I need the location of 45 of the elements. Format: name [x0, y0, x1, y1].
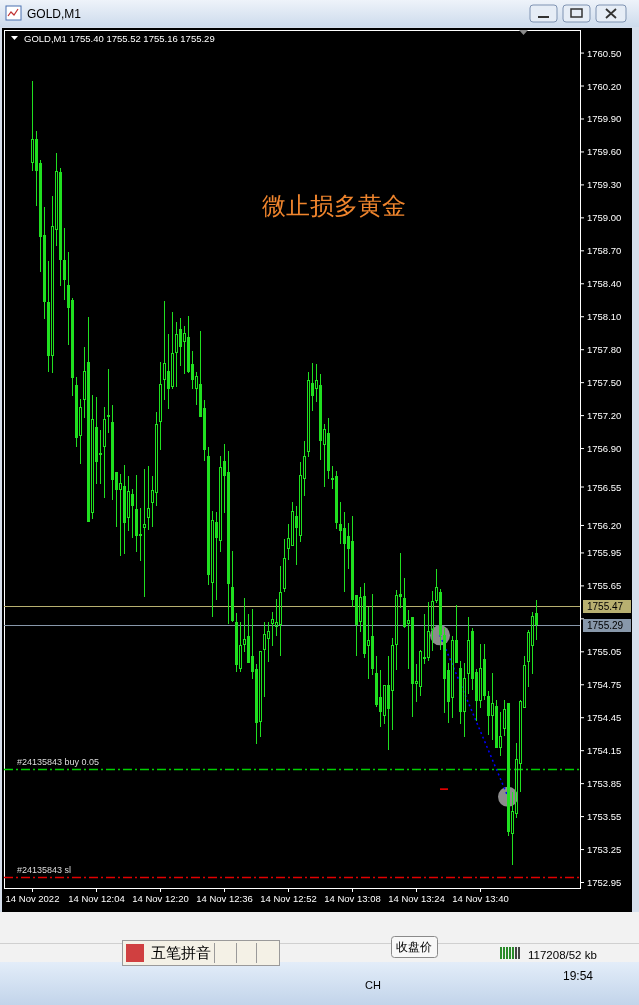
x-tick-label: 14 Nov 13:08: [324, 893, 381, 904]
y-tick-label: 1756.90: [587, 443, 622, 455]
y-tick-label: 1752.95: [587, 877, 622, 889]
chart-subtitle: GOLD,M1 1755.40 1755.52 1755.16 1755.29: [24, 33, 215, 44]
x-tick-label: 14 Nov 2022: [5, 893, 60, 904]
y-tick-label: 1755.65: [587, 580, 622, 592]
ref-line-label: #24135843 sl: [17, 864, 72, 875]
y-tick-label: 1755.95: [587, 547, 622, 559]
y-tick-label: 1759.30: [587, 179, 622, 191]
y-tick-label: 1758.70: [587, 245, 622, 257]
y-tick-label: 1760.50: [587, 47, 622, 59]
ref-line-label: 1755.29: [587, 620, 624, 631]
x-tick-label: 14 Nov 12:36: [196, 893, 253, 904]
x-tick-label: 14 Nov 12:52: [260, 893, 317, 904]
annotation: 微止损多黄金: [262, 193, 406, 219]
y-tick-label: 1759.60: [587, 146, 622, 158]
y-tick-label: 1755.05: [587, 646, 622, 658]
y-tick-label: 1754.75: [587, 679, 622, 691]
x-tick-label: 14 Nov 13:40: [452, 893, 509, 904]
y-tick-label: 1757.50: [587, 377, 622, 389]
y-tick-label: 1754.45: [587, 712, 622, 724]
x-tick-label: 14 Nov 12:20: [132, 893, 189, 904]
y-tick-label: 1757.80: [587, 344, 622, 356]
y-tick-label: 1759.90: [587, 113, 622, 125]
chart-title: GOLD,M1: [27, 7, 82, 21]
y-tick-label: 1759.00: [587, 212, 622, 224]
annotation: 收盘价: [396, 940, 432, 954]
x-tick-label: 14 Nov 12:04: [68, 893, 125, 904]
annotation: 117208/52 kb: [528, 949, 597, 961]
y-tick-label: 1753.55: [587, 811, 622, 823]
y-tick-label: 1754.15: [587, 745, 622, 757]
y-tick-label: 1756.20: [587, 519, 622, 531]
y-tick-label: 1753.85: [587, 778, 622, 790]
annotation: CH: [365, 979, 381, 991]
y-tick-label: 1757.20: [587, 410, 622, 422]
y-tick-label: 1758.40: [587, 278, 622, 290]
y-tick-label: 1753.25: [587, 844, 622, 856]
y-tick-label: 1758.10: [587, 311, 622, 323]
y-tick-label: 1756.55: [587, 481, 622, 493]
x-tick-label: 14 Nov 13:24: [388, 893, 445, 904]
annotation: 19:54: [563, 969, 593, 983]
ref-line-label: #24135843 buy 0.05: [17, 756, 100, 767]
y-tick-label: 1760.20: [587, 80, 622, 92]
ref-line-label: 1755.47: [587, 601, 624, 612]
annotation: 五笔拼音: [151, 945, 211, 961]
